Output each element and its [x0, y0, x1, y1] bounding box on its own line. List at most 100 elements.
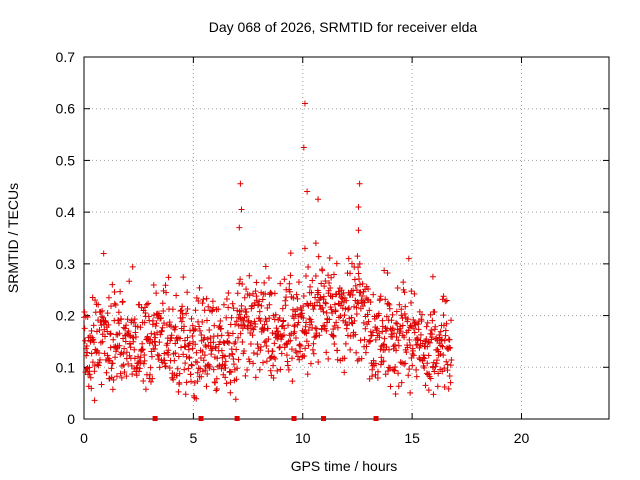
data-point [206, 326, 213, 333]
data-point [162, 282, 169, 289]
data-point [91, 397, 98, 404]
data-point [341, 355, 348, 362]
data-point [364, 321, 371, 328]
data-point [146, 371, 153, 378]
data-point [374, 325, 381, 332]
data-point [296, 356, 303, 363]
data-point [248, 319, 255, 326]
data-point [270, 374, 277, 381]
data-point [325, 355, 332, 362]
data-point [353, 349, 360, 356]
data-point [400, 279, 407, 286]
data-point [184, 334, 191, 341]
data-point [395, 342, 402, 349]
data-point [93, 328, 100, 335]
data-point [81, 325, 88, 332]
data-point [263, 358, 270, 365]
data-point [288, 346, 295, 353]
data-point [446, 372, 453, 379]
data-point [148, 330, 155, 337]
data-point [233, 346, 240, 353]
data-point [332, 307, 339, 314]
data-point [341, 312, 348, 319]
data-point [223, 380, 230, 387]
data-point [197, 365, 204, 372]
data-point [259, 296, 266, 303]
data-point [379, 317, 386, 324]
data-point [287, 250, 294, 257]
y-axis-label: SRMTID / TECUs [5, 183, 21, 293]
data-point [215, 306, 222, 313]
data-point [445, 385, 452, 392]
data-point [209, 345, 216, 352]
data-point [124, 316, 131, 323]
data-point [404, 316, 411, 323]
data-point [293, 291, 300, 298]
data-point [249, 332, 256, 339]
data-point [326, 279, 333, 286]
data-point [139, 347, 146, 354]
data-point [127, 344, 134, 351]
data-point [181, 366, 188, 373]
data-point [335, 288, 342, 295]
data-point [157, 331, 164, 338]
data-point [315, 289, 322, 296]
data-point [83, 352, 90, 359]
data-point [448, 357, 455, 364]
data-point [444, 361, 451, 368]
data-point [407, 322, 414, 329]
data-point [304, 301, 311, 308]
data-point [156, 352, 163, 359]
data-point [243, 313, 250, 320]
data-point [131, 316, 138, 323]
data-point [302, 329, 309, 336]
data-point [407, 342, 414, 349]
data-point [376, 334, 383, 341]
data-point [326, 316, 333, 323]
data-point [238, 206, 245, 213]
data-point [261, 279, 268, 286]
data-point [394, 284, 401, 291]
data-point [135, 353, 142, 360]
data-point [203, 295, 210, 302]
data-point [230, 361, 237, 368]
data-point [448, 317, 455, 324]
data-point [172, 340, 179, 347]
data-point [419, 311, 426, 318]
data-point [250, 326, 257, 333]
data-point [221, 362, 228, 369]
data-point [246, 292, 253, 299]
data-point [362, 349, 369, 356]
data-point [137, 359, 144, 366]
data-point [424, 319, 431, 326]
data-point [402, 303, 409, 310]
data-point [394, 320, 401, 327]
data-point [310, 306, 317, 313]
data-point [118, 374, 125, 381]
data-point [257, 317, 264, 324]
data-point [109, 281, 116, 288]
data-point [440, 293, 447, 300]
data-point [297, 342, 304, 349]
data-point [252, 374, 259, 381]
data-point [383, 313, 390, 320]
data-point [232, 396, 239, 403]
data-point [86, 371, 93, 378]
data-point [438, 336, 445, 343]
data-point [185, 346, 192, 353]
data-point [111, 288, 118, 295]
data-point [88, 385, 95, 392]
data-point [154, 329, 161, 336]
data-point [269, 329, 276, 336]
data-point [92, 297, 99, 304]
data-point [326, 255, 333, 262]
data-point [188, 378, 195, 385]
data-point [281, 325, 288, 332]
data-point [232, 321, 239, 328]
x-tick-label: 5 [189, 430, 197, 446]
data-point [193, 294, 200, 301]
data-point [174, 365, 181, 372]
data-point [354, 253, 361, 260]
data-point [383, 343, 390, 350]
data-point [421, 364, 428, 371]
